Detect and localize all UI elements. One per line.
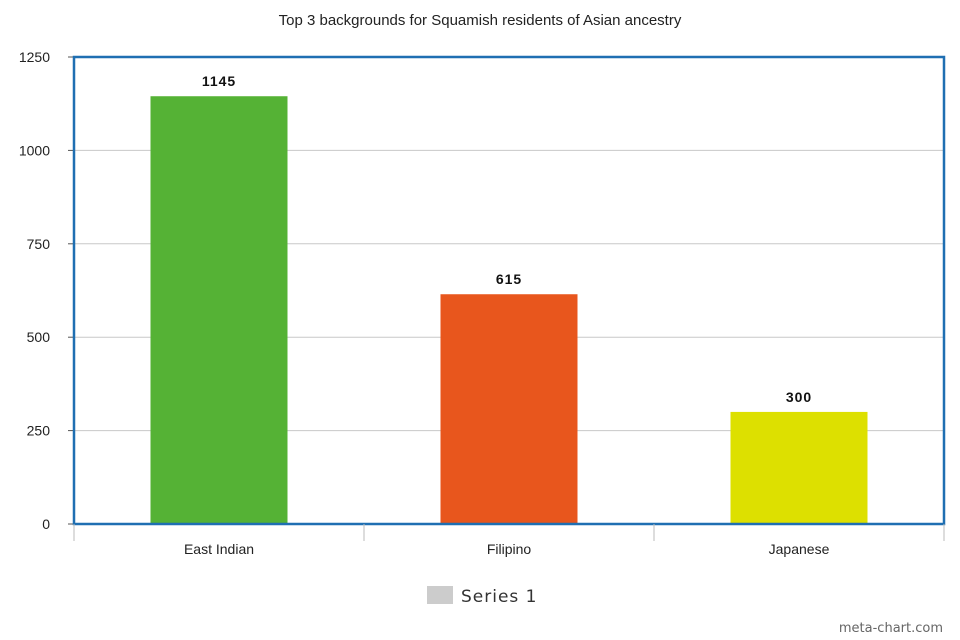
data-labels: 1145 615 300 [202,73,812,405]
y-tick-label: 1250 [19,49,50,65]
credit-text: meta-chart.com [839,621,943,636]
legend-swatch [427,586,453,604]
x-category-label: Filipino [487,541,532,557]
y-axis-ticks: 0 250 500 750 1000 1250 [19,49,74,532]
legend[interactable]: Series 1 [427,586,538,607]
y-tick-label: 750 [27,236,51,252]
x-category-label: Japanese [769,541,830,557]
data-label: 615 [496,271,522,287]
legend-label: Series 1 [461,587,538,607]
bar-east-indian[interactable] [150,96,288,524]
data-label: 1145 [202,73,236,89]
x-category-label: East Indian [184,541,254,557]
plot-frame [72,55,946,526]
bar-japanese[interactable] [730,411,868,524]
y-tick-label: 500 [27,329,51,345]
y-tick-label: 0 [42,516,50,532]
x-axis: East Indian Filipino Japanese [73,524,945,557]
chart-title: Top 3 backgrounds for Squamish residents… [279,12,682,29]
y-tick-label: 1000 [19,142,50,158]
y-tick-label: 250 [27,423,51,439]
data-label: 300 [786,389,812,405]
bar-filipino[interactable] [440,294,578,524]
bars [150,96,868,524]
